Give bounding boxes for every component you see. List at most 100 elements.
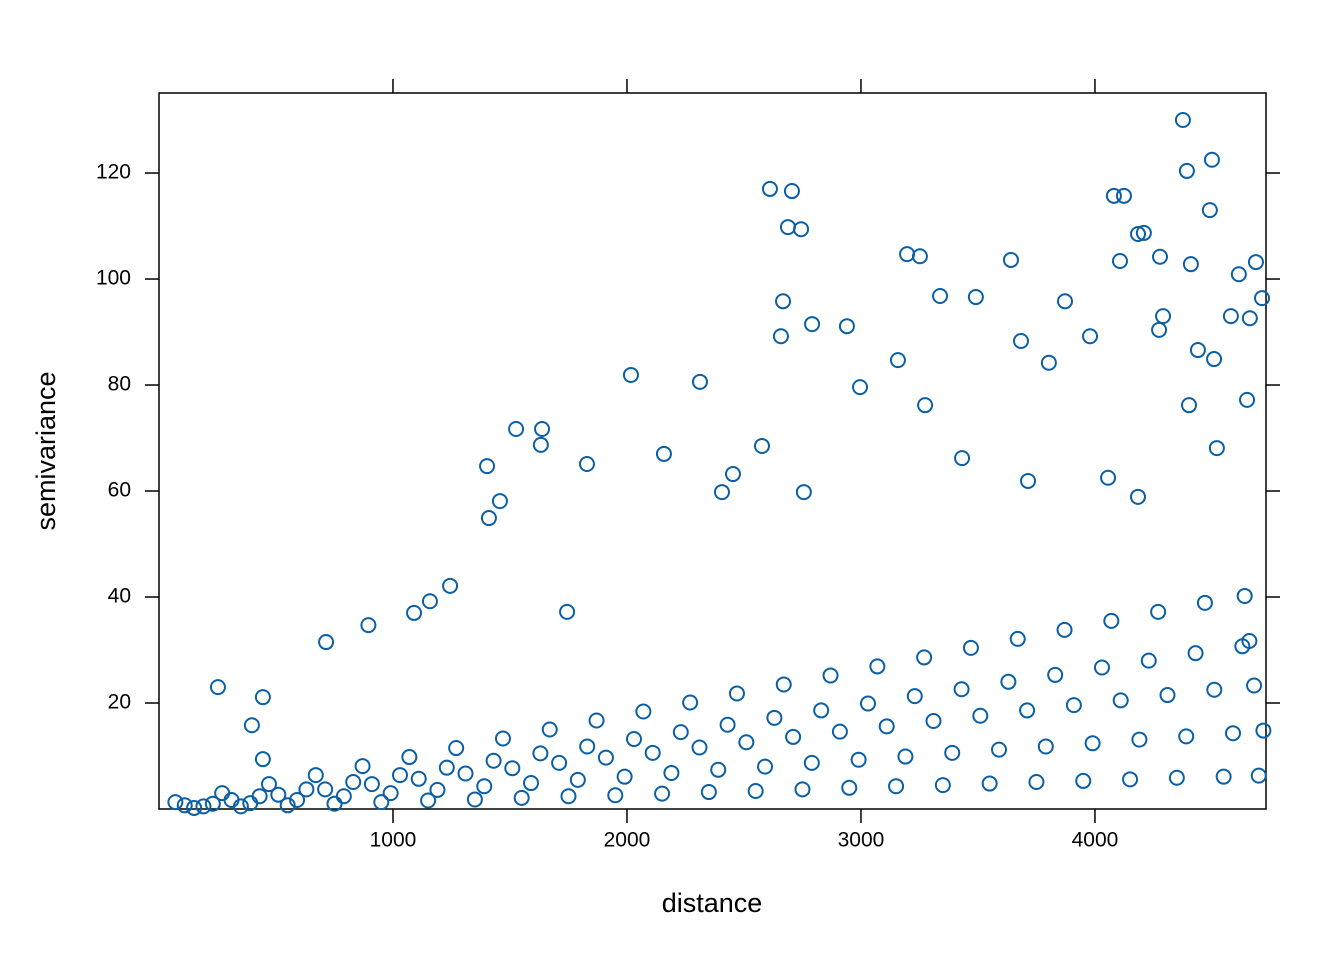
point xyxy=(1187,645,1204,662)
point xyxy=(318,634,335,651)
y-tick-label: 80 xyxy=(108,373,131,396)
y-tick-label: 60 xyxy=(108,479,131,502)
point xyxy=(307,767,324,784)
point xyxy=(1196,594,1213,611)
y-tick-label: 100 xyxy=(96,267,131,290)
point xyxy=(373,794,390,811)
point xyxy=(793,221,810,238)
point xyxy=(1201,202,1218,219)
point xyxy=(466,791,483,808)
point xyxy=(1100,469,1117,486)
point xyxy=(1215,768,1232,785)
point xyxy=(363,776,380,793)
point xyxy=(700,784,717,801)
point xyxy=(532,745,549,762)
point xyxy=(420,792,437,809)
point xyxy=(479,458,496,475)
point xyxy=(622,366,639,383)
point xyxy=(1122,771,1139,788)
point xyxy=(981,775,998,792)
point xyxy=(1130,225,1147,242)
point xyxy=(1000,673,1017,690)
point xyxy=(214,785,231,802)
point xyxy=(654,785,671,802)
point xyxy=(822,667,839,684)
point xyxy=(186,799,203,816)
point xyxy=(485,752,502,769)
point xyxy=(270,786,287,803)
point xyxy=(429,781,446,798)
point xyxy=(1084,735,1101,752)
point xyxy=(360,617,377,634)
point xyxy=(317,781,334,798)
point xyxy=(1181,397,1198,414)
point xyxy=(852,379,869,396)
point xyxy=(1020,472,1037,489)
point xyxy=(260,776,277,793)
point xyxy=(559,603,576,620)
point xyxy=(1174,112,1191,129)
point xyxy=(254,751,271,768)
point xyxy=(967,289,984,306)
point xyxy=(251,788,268,805)
x-tick-label: 4000 xyxy=(1072,829,1119,852)
point xyxy=(625,731,642,748)
point xyxy=(719,716,736,733)
point xyxy=(1230,266,1247,283)
point xyxy=(534,421,551,438)
point xyxy=(962,639,979,656)
point xyxy=(1013,333,1030,350)
point xyxy=(616,768,633,785)
point xyxy=(513,789,530,806)
point xyxy=(682,694,699,711)
point xyxy=(176,797,193,814)
point xyxy=(1189,342,1206,359)
point xyxy=(448,740,465,757)
point xyxy=(916,649,933,666)
point xyxy=(779,219,796,236)
point xyxy=(1178,162,1195,179)
point xyxy=(691,373,708,390)
point xyxy=(401,749,418,766)
point xyxy=(747,782,764,799)
x-tick-label: 2000 xyxy=(604,829,651,852)
point xyxy=(480,510,497,527)
point xyxy=(911,248,928,265)
point xyxy=(392,767,409,784)
point xyxy=(841,779,858,796)
point xyxy=(888,778,905,795)
point xyxy=(803,754,820,771)
x-tick-label: 3000 xyxy=(838,829,885,852)
point xyxy=(243,717,260,734)
point xyxy=(728,685,745,702)
point xyxy=(934,777,951,794)
point xyxy=(1152,248,1169,265)
point xyxy=(1236,587,1253,604)
point xyxy=(410,770,427,787)
point xyxy=(932,287,949,304)
point xyxy=(551,754,568,771)
point xyxy=(1115,187,1132,204)
point xyxy=(1222,308,1239,325)
point xyxy=(1155,308,1172,325)
point xyxy=(1225,725,1242,742)
point xyxy=(354,758,371,775)
point xyxy=(1182,256,1199,273)
point xyxy=(491,493,508,510)
point xyxy=(1206,351,1223,368)
point xyxy=(795,484,812,501)
point xyxy=(710,761,727,778)
point xyxy=(560,788,577,805)
point xyxy=(1250,767,1267,784)
point xyxy=(713,484,730,501)
point xyxy=(569,771,586,788)
point xyxy=(335,788,352,805)
point xyxy=(457,765,474,782)
point xyxy=(850,751,867,768)
point xyxy=(345,773,362,790)
point xyxy=(838,318,855,335)
point xyxy=(1057,293,1074,310)
point xyxy=(785,728,802,745)
point xyxy=(663,764,680,781)
point xyxy=(766,709,783,726)
